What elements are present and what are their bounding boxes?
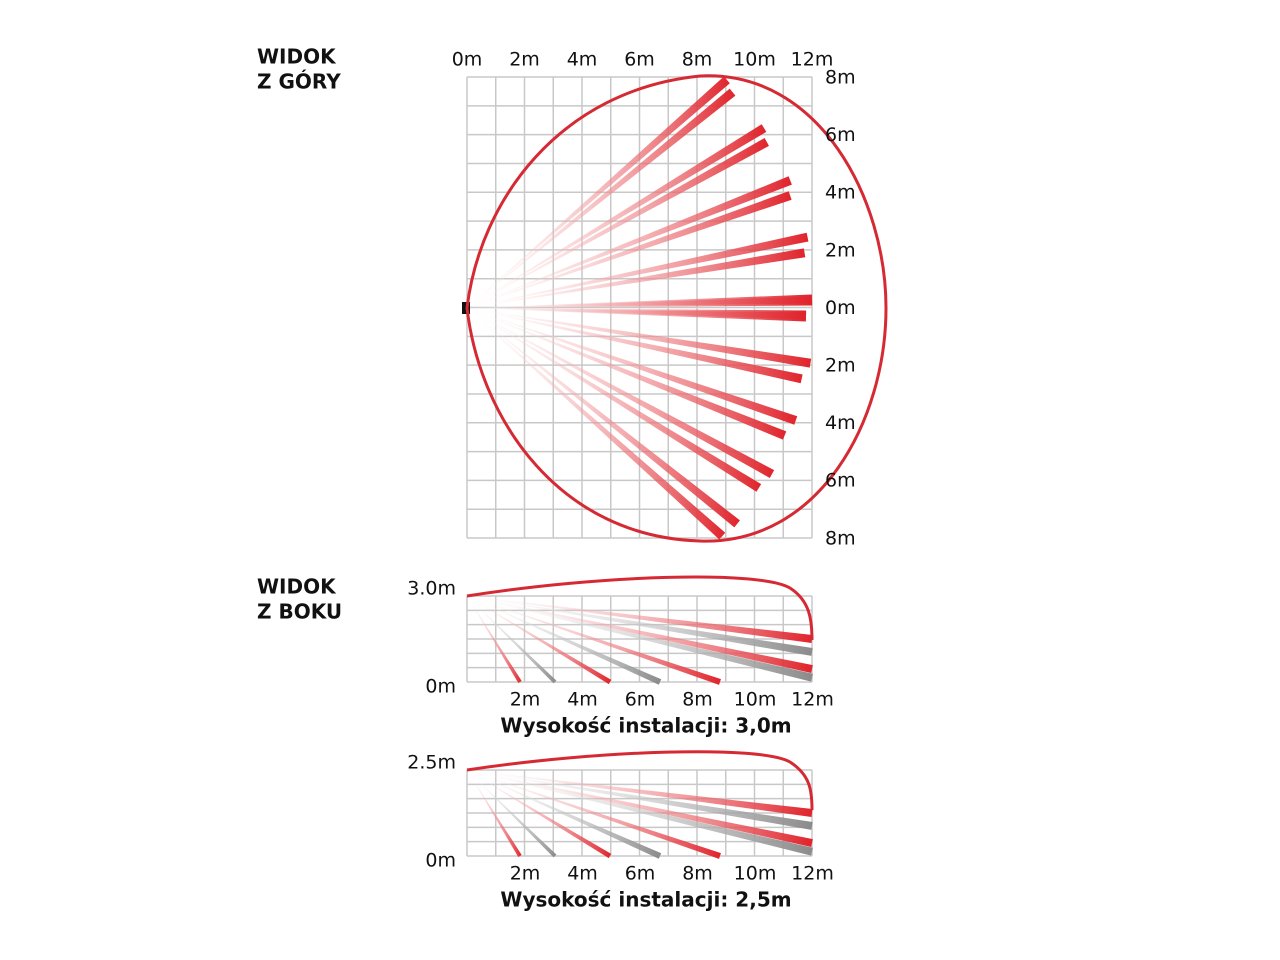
zero-label: 0m: [425, 850, 456, 872]
beam: [467, 770, 813, 848]
x-label: 8m: [682, 49, 713, 71]
x-label: 6m: [625, 863, 656, 885]
beam: [467, 596, 522, 684]
beam: [467, 308, 787, 440]
y-label: 2m: [825, 355, 856, 377]
beam: [467, 308, 812, 368]
beam: [467, 596, 813, 674]
x-label: 4m: [567, 689, 598, 711]
x-label: 6m: [625, 689, 656, 711]
beam: [467, 308, 807, 322]
top-label: 3.0m: [407, 578, 456, 600]
coverage-outline: [466, 575, 814, 641]
beam: [467, 770, 721, 859]
coverage-outline: [466, 750, 814, 811]
beam: [467, 124, 767, 308]
beam: [467, 232, 809, 308]
beam: [467, 308, 775, 479]
grid: [466, 769, 813, 857]
beam: [467, 308, 740, 528]
beam: [467, 308, 803, 384]
x-label: 4m: [567, 863, 598, 885]
y-label: 4m: [825, 412, 856, 434]
x-label: 12m: [791, 689, 834, 711]
beam: [467, 308, 762, 492]
beam: [467, 770, 813, 817]
grid: [466, 595, 813, 683]
zero-label: 0m: [425, 676, 456, 698]
beam: [467, 596, 612, 685]
x-label: 0m: [452, 49, 483, 71]
beam: [467, 248, 806, 308]
beam: [467, 770, 612, 859]
heading: WIDOK: [257, 45, 337, 69]
heading: Z GÓRY: [257, 70, 341, 94]
beam: [467, 770, 813, 856]
beam: [467, 770, 813, 830]
heading: WIDOK: [257, 575, 337, 599]
x-label: 8m: [682, 689, 713, 711]
beam: [467, 191, 792, 308]
x-label: 10m: [734, 863, 777, 885]
caption: Wysokość instalacji: 2,5m: [500, 888, 791, 912]
x-label: 12m: [791, 49, 834, 71]
grid: [466, 76, 813, 539]
x-label: 2m: [510, 689, 541, 711]
beam: [467, 308, 798, 425]
beam: [467, 308, 807, 320]
x-label: 4m: [567, 49, 598, 71]
y-label: 4m: [825, 182, 856, 204]
beam: [467, 596, 813, 643]
y-label: 0m: [825, 297, 856, 319]
beam: [467, 596, 813, 682]
x-label: 6m: [624, 49, 655, 71]
caption: Wysokość instalacji: 3,0m: [500, 714, 791, 738]
beam: [467, 596, 662, 685]
x-label: 10m: [734, 689, 777, 711]
beam: [467, 137, 769, 308]
y-label: 6m: [825, 470, 856, 492]
beam: [467, 76, 730, 308]
y-label: 6m: [825, 124, 856, 146]
x-label: 2m: [510, 863, 541, 885]
beam: [467, 770, 557, 858]
y-label: 8m: [825, 67, 856, 89]
top-label: 2.5m: [407, 752, 456, 774]
y-label: 8m: [825, 527, 856, 549]
x-label: 10m: [733, 49, 776, 71]
beam: [467, 770, 522, 858]
y-label: 2m: [825, 239, 856, 261]
coverage-outline: [465, 74, 888, 543]
x-label: 8m: [682, 863, 713, 885]
beam: [467, 770, 662, 859]
beam: [467, 88, 736, 308]
beam: [467, 596, 721, 685]
x-label: 12m: [791, 863, 834, 885]
heading: Z BOKU: [257, 600, 342, 624]
beam: [467, 294, 813, 308]
beam: [467, 176, 792, 308]
beam: [467, 596, 557, 684]
x-label: 2m: [509, 49, 540, 71]
beam: [467, 596, 813, 656]
beam: [467, 308, 726, 540]
